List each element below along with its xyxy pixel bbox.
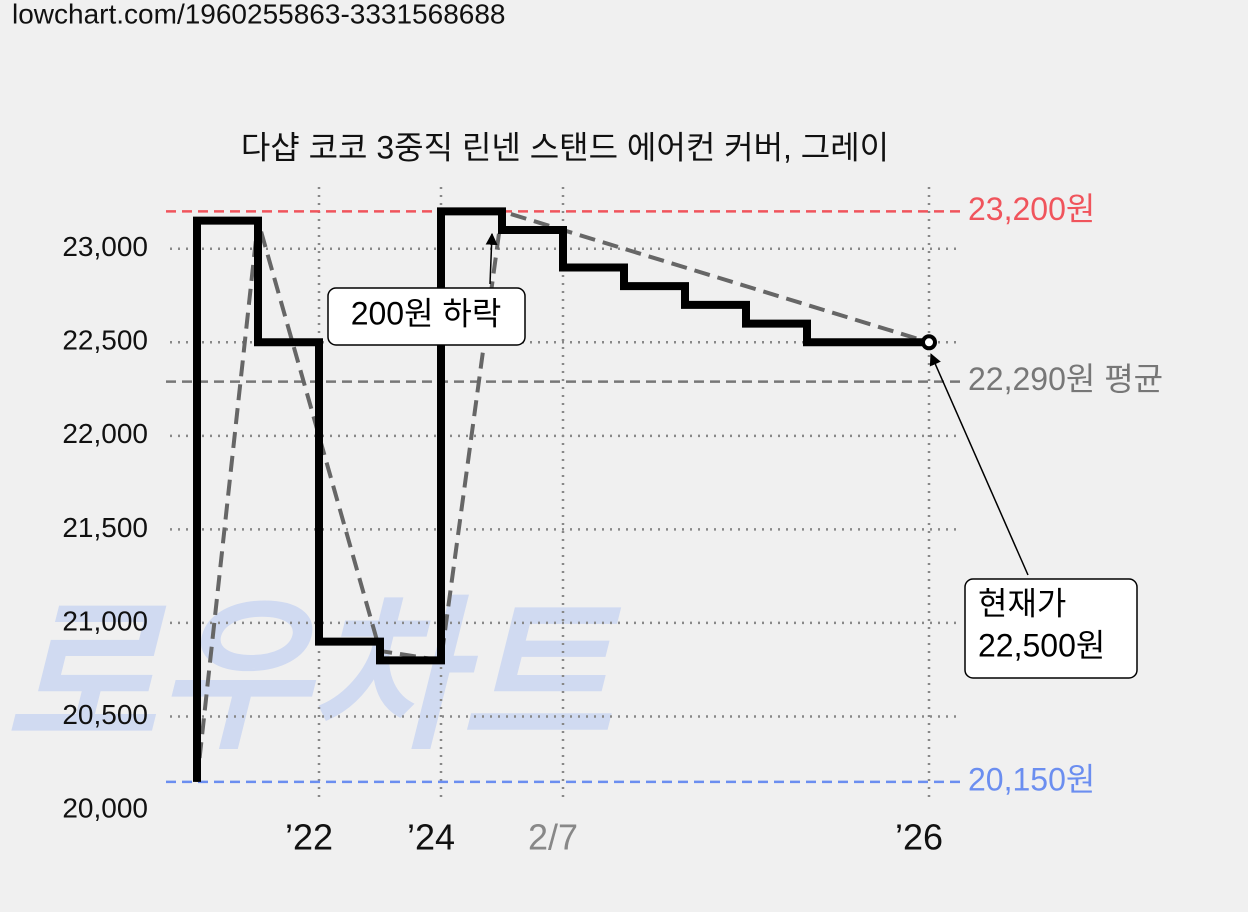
url: lowchart.com/1960255863-3331568688 <box>12 0 506 29</box>
annotation-arrow <box>929 353 1029 576</box>
watermark: 로우차트 <box>5 585 621 769</box>
y-tick-label: 21,500 <box>62 512 148 543</box>
trend-line <box>195 208 930 783</box>
reference-label: 22,290원 평균 <box>968 361 1163 397</box>
price-line <box>193 207 929 782</box>
reference-label: 20,150원 <box>968 761 1095 797</box>
annotation-box <box>964 578 1138 679</box>
annotation-text: 현재가 <box>978 585 1066 621</box>
annotation-text: 200원 하락 <box>351 295 502 331</box>
current-point <box>921 334 937 351</box>
y-tick-label: 22,000 <box>62 418 148 449</box>
x-tick-label: ’24 <box>407 817 455 858</box>
annotation-box <box>327 287 526 346</box>
x-tick-label: ’22 <box>285 817 333 858</box>
y-tick-label: 23,000 <box>62 231 148 262</box>
x-tick-label: 2/7 <box>528 817 578 858</box>
annotation-arrow <box>485 232 498 285</box>
annotation-text: 22,500원 <box>978 627 1105 663</box>
reference-label: 23,200원 <box>968 191 1095 227</box>
y-tick-label: 22,500 <box>62 325 148 356</box>
y-tick-label: 20,500 <box>62 699 148 730</box>
y-tick-label: 21,000 <box>62 605 148 636</box>
x-tick-label: ’26 <box>895 817 943 858</box>
y-tick-label: 20,000 <box>62 792 148 823</box>
chart-title: 다샵 코코 3중직 린넨 스탠드 에어컨 커버, 그레이 <box>241 129 889 165</box>
